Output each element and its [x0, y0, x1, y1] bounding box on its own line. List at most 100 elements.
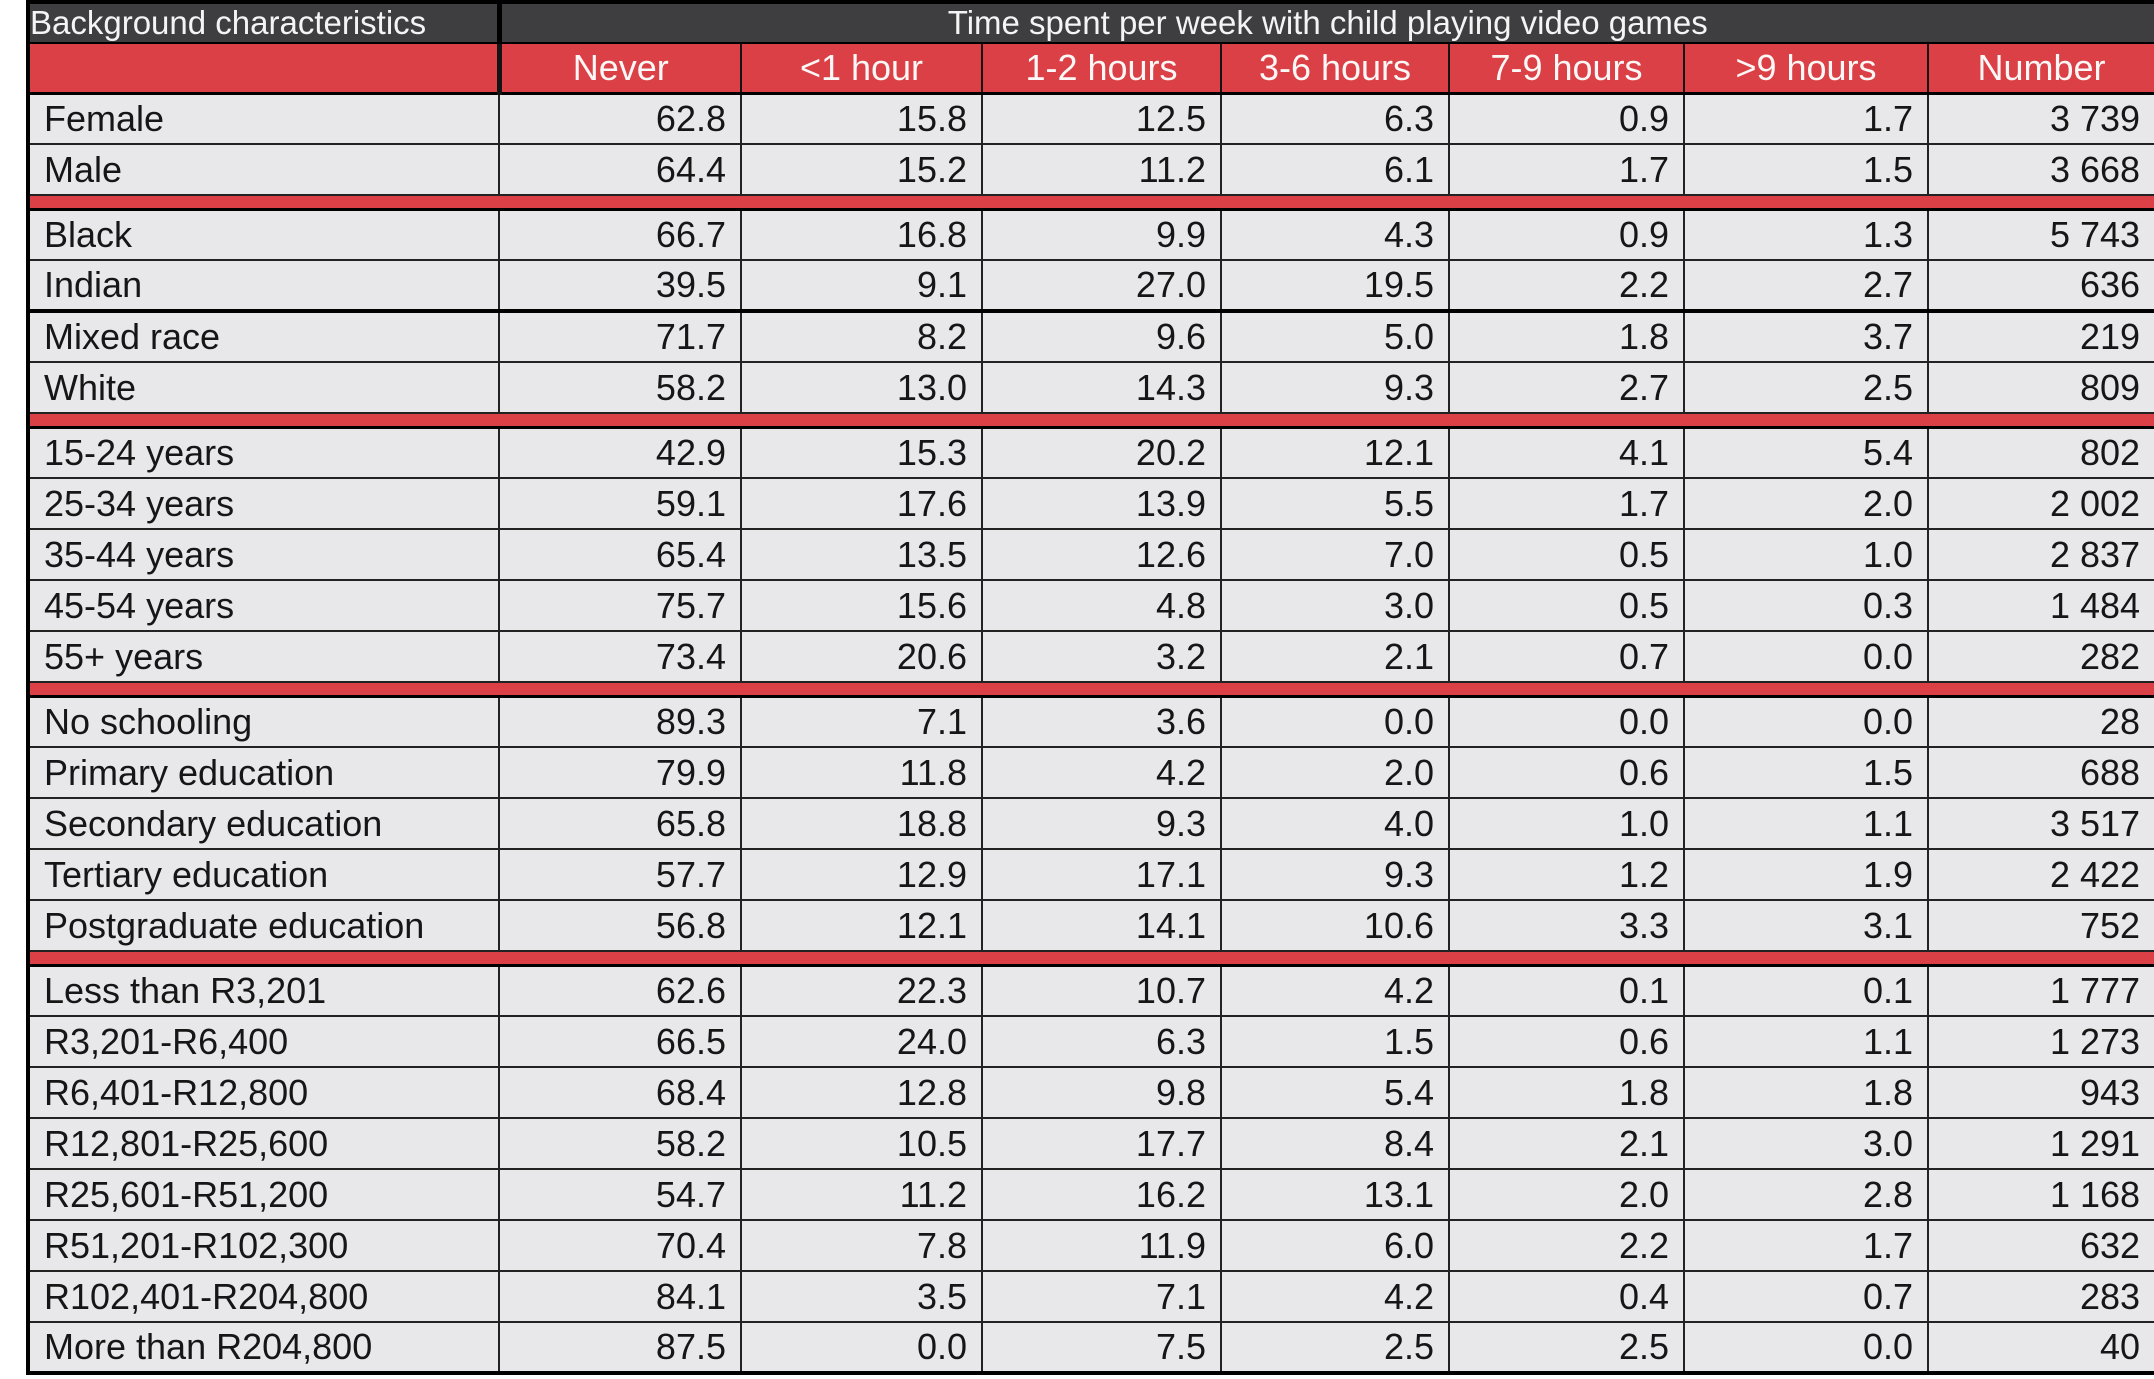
table-row: Indian 39.5 9.1 27.0 19.5 2.2 2.7 636	[27, 259, 2154, 313]
number-cell: 2 422	[1926, 848, 2154, 901]
row-label: R51,201-R102,300	[27, 1219, 500, 1272]
percent-cell: 20.6	[740, 630, 983, 683]
percent-cell: 68.4	[498, 1066, 742, 1119]
percent-cell: 4.0	[1220, 797, 1450, 850]
table-row: R6,401-R12,800 68.4 12.8 9.8 5.4 1.8 1.8 943	[27, 1066, 2154, 1119]
group-separator	[28, 681, 2154, 698]
row-label: R6,401-R12,800	[27, 1066, 500, 1119]
row-label: More than R204,800	[27, 1321, 500, 1374]
percent-cell: 0.0	[1448, 695, 1685, 748]
percent-cell: 2.8	[1683, 1168, 1929, 1221]
percent-cell: 0.1	[1448, 964, 1685, 1017]
percent-cell: 8.4	[1220, 1117, 1450, 1170]
column-header-row: Never <1 hour 1-2 hours 3-6 hours 7-9 ho…	[28, 43, 2154, 95]
row-label: R12,801-R25,600	[27, 1117, 500, 1170]
percent-cell: 0.9	[1448, 208, 1685, 261]
percent-cell: 9.8	[981, 1066, 1222, 1119]
row-label: Primary education	[27, 746, 500, 799]
percent-cell: 16.8	[740, 208, 983, 261]
percent-cell: 2.0	[1448, 1168, 1685, 1221]
percent-cell: 3.0	[1220, 579, 1450, 632]
table-row: White 58.2 13.0 14.3 9.3 2.7 2.5 809	[27, 361, 2154, 414]
percent-cell: 3.0	[1683, 1117, 1929, 1170]
group-separator	[28, 950, 2154, 967]
table-row: Black 66.7 16.8 9.9 4.3 0.9 1.3 5 743	[27, 208, 2154, 261]
percent-cell: 75.7	[498, 579, 742, 632]
percent-cell: 0.0	[1683, 1321, 1929, 1374]
group-separator-bar	[28, 412, 2154, 429]
row-label: 25-34 years	[27, 477, 500, 530]
number-cell: 1 777	[1926, 964, 2154, 1017]
percent-cell: 12.8	[740, 1066, 983, 1119]
table-row: Secondary education 65.8 18.8 9.3 4.0 1.0 1.1 3…	[27, 797, 2154, 850]
percent-cell: 17.1	[981, 848, 1222, 901]
percent-cell: 2.1	[1448, 1117, 1685, 1170]
percent-cell: 42.9	[498, 426, 742, 479]
percent-cell: 2.7	[1448, 361, 1685, 414]
percent-cell: 5.4	[1683, 426, 1929, 479]
percent-cell: 73.4	[498, 630, 742, 683]
number-cell: 2 837	[1926, 528, 2154, 581]
percent-cell: 15.2	[740, 143, 983, 196]
number-cell: 1 273	[1926, 1015, 2154, 1068]
percent-cell: 70.4	[498, 1219, 742, 1272]
table-title: Time spent per week with child playing v…	[499, 2, 2154, 44]
column-header-never: Never	[498, 43, 741, 95]
percent-cell: 12.1	[740, 899, 983, 952]
row-label: Less than R3,201	[27, 964, 500, 1017]
table-row: Male 64.4 15.2 11.2 6.1 1.7 1.5 3 668	[27, 143, 2154, 196]
percent-cell: 9.3	[1220, 361, 1450, 414]
percent-cell: 0.4	[1448, 1270, 1685, 1323]
percent-cell: 13.5	[740, 528, 983, 581]
percent-cell: 15.6	[740, 579, 983, 632]
percent-cell: 27.0	[981, 259, 1222, 313]
row-label: 45-54 years	[27, 579, 500, 632]
percent-cell: 1.9	[1683, 848, 1929, 901]
number-cell: 1 484	[1926, 579, 2154, 632]
percent-cell: 12.9	[740, 848, 983, 901]
row-label: Tertiary education	[27, 848, 500, 901]
percent-cell: 2.5	[1683, 361, 1929, 414]
percent-cell: 9.1	[740, 259, 983, 313]
table-row: More than R204,800 87.5 0.0 7.5 2.5 2.5 0.0 40	[27, 1321, 2154, 1374]
row-label: Female	[27, 92, 500, 145]
column-header-7-9-hours: 7-9 hours	[1448, 43, 1684, 95]
percent-cell: 7.1	[740, 695, 983, 748]
percent-cell: 1.8	[1683, 1066, 1929, 1119]
percent-cell: 0.6	[1448, 1015, 1685, 1068]
percent-cell: 84.1	[498, 1270, 742, 1323]
percent-cell: 1.5	[1683, 746, 1929, 799]
column-header-1-2-hours: 1-2 hours	[981, 43, 1221, 95]
percent-cell: 89.3	[498, 695, 742, 748]
table-row: R12,801-R25,600 58.2 10.5 17.7 8.4 2.1 3.0 1 29…	[27, 1117, 2154, 1170]
row-label: R3,201-R6,400	[27, 1015, 500, 1068]
percent-cell: 13.1	[1220, 1168, 1450, 1221]
percent-cell: 9.3	[981, 797, 1222, 850]
percent-cell: 17.6	[740, 477, 983, 530]
percent-cell: 6.3	[1220, 92, 1450, 145]
percent-cell: 15.3	[740, 426, 983, 479]
percent-cell: 17.7	[981, 1117, 1222, 1170]
percent-cell: 54.7	[498, 1168, 742, 1221]
percent-cell: 10.7	[981, 964, 1222, 1017]
percent-cell: 9.9	[981, 208, 1222, 261]
percent-cell: 7.0	[1220, 528, 1450, 581]
percent-cell: 6.1	[1220, 143, 1450, 196]
percent-cell: 0.6	[1448, 746, 1685, 799]
percent-cell: 6.0	[1220, 1219, 1450, 1272]
number-cell: 3 517	[1926, 797, 2154, 850]
table-row: 35-44 years 65.4 13.5 12.6 7.0 0.5 1.0 2 837	[27, 528, 2154, 581]
percent-cell: 0.5	[1448, 579, 1685, 632]
percent-cell: 0.1	[1683, 964, 1929, 1017]
percent-cell: 24.0	[740, 1015, 983, 1068]
number-cell: 809	[1926, 361, 2154, 414]
table-row: Mixed race 71.7 8.2 9.6 5.0 1.8 3.7 219	[27, 310, 2154, 363]
row-label: Postgraduate education	[27, 899, 500, 952]
table-row: Tertiary education 57.7 12.9 17.1 9.3 1.2 1.9 2…	[27, 848, 2154, 901]
percent-cell: 56.8	[498, 899, 742, 952]
table-row: Primary education 79.9 11.8 4.2 2.0 0.6 1.5 688	[27, 746, 2154, 799]
percent-cell: 0.9	[1448, 92, 1685, 145]
percent-cell: 12.5	[981, 92, 1222, 145]
percent-cell: 65.8	[498, 797, 742, 850]
row-label: R25,601-R51,200	[27, 1168, 500, 1221]
